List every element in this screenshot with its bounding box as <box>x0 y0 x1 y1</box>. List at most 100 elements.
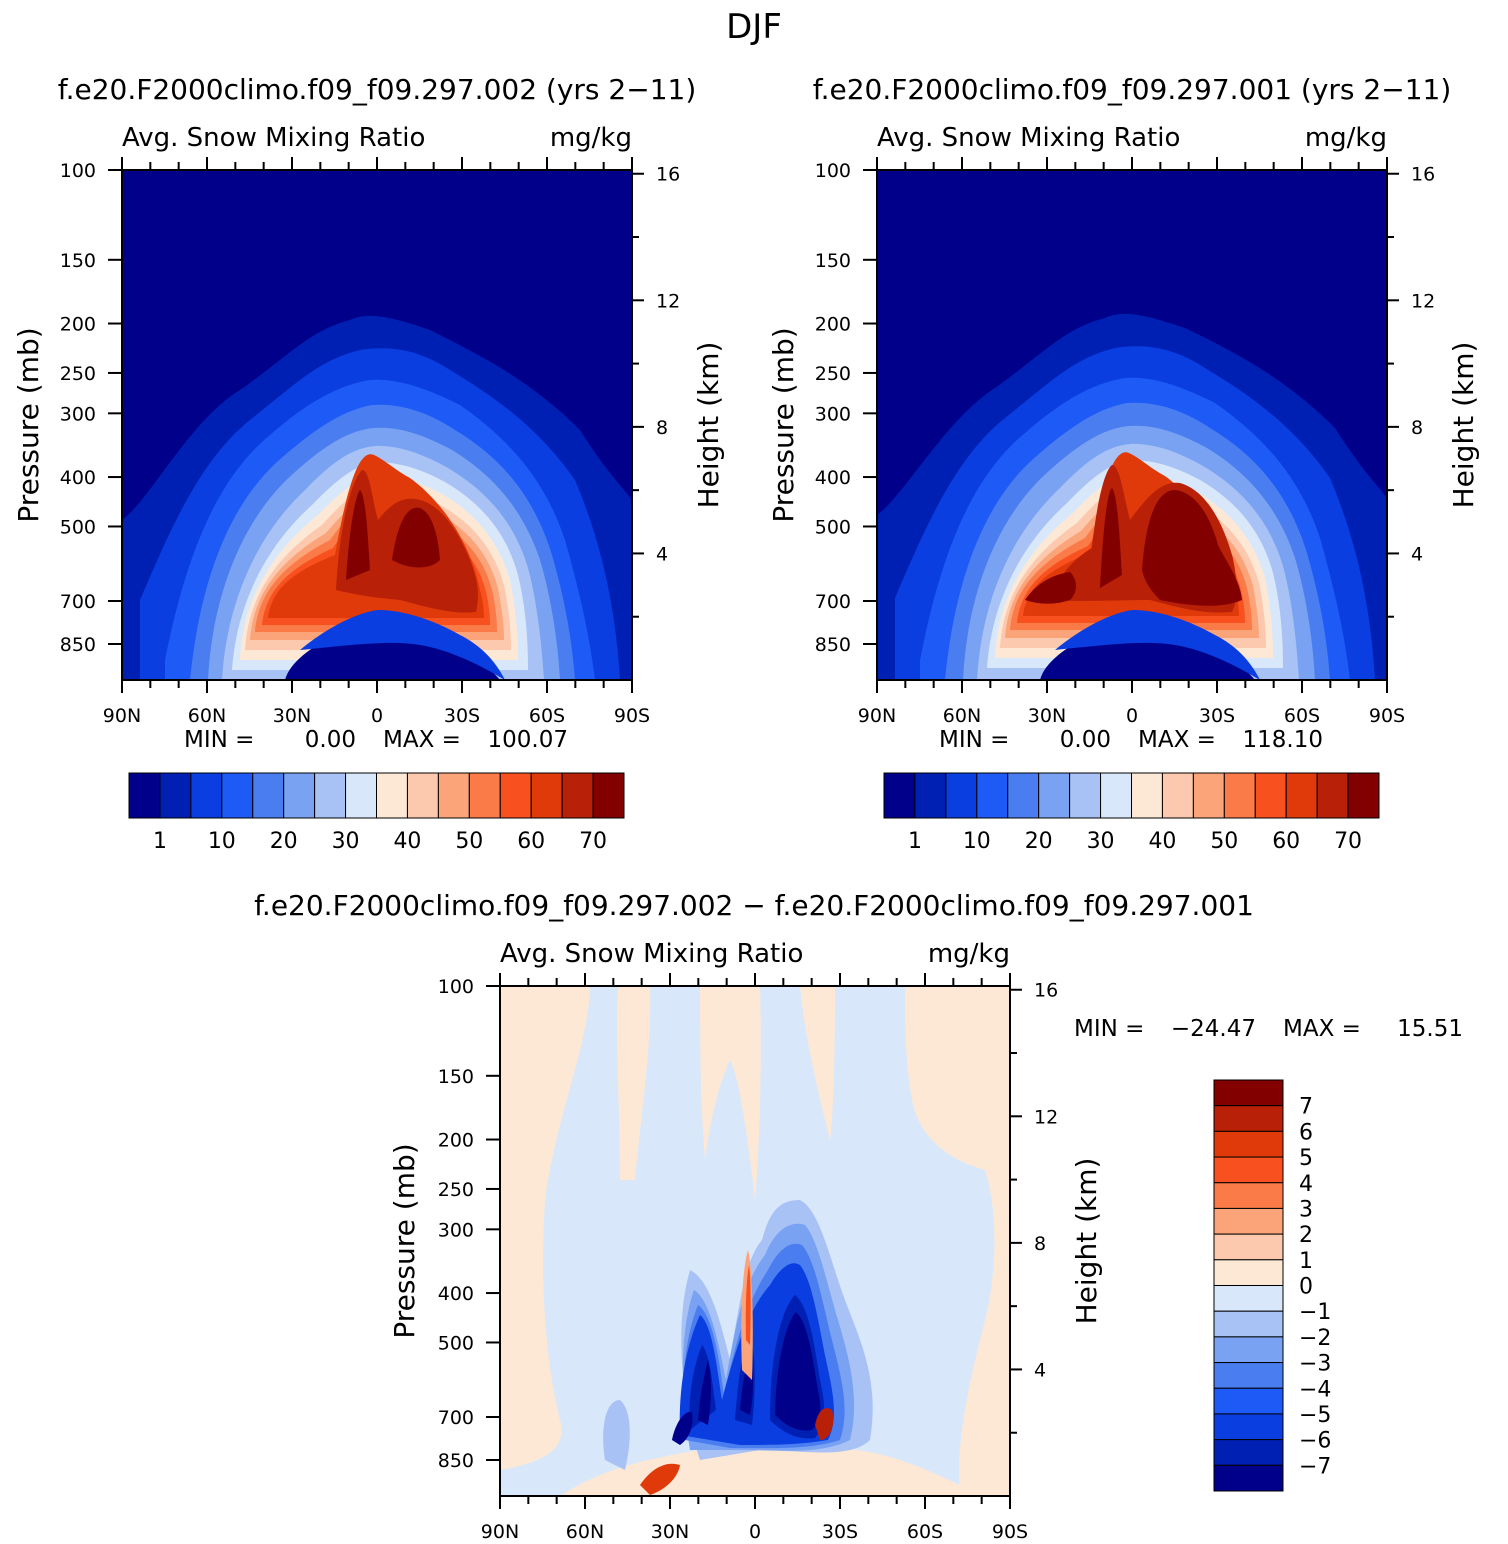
colorbar-label: 1 <box>153 829 167 854</box>
colorbar-swatch <box>1347 772 1380 819</box>
panel-b-y2label: Height (km) <box>1447 342 1480 509</box>
colorbar-label: 50 <box>1210 829 1238 854</box>
panel-c-variable: Avg. Snow Mixing Ratio <box>500 939 803 969</box>
panel-b-y-axis: 100 150 200 250 300 400 500 700 850 <box>815 160 877 656</box>
colorbar-swatch <box>561 772 594 819</box>
panel-b-colorbar: 1 10 20 30 40 50 60 70 <box>883 772 1380 854</box>
panel-top-left: f.e20.F2000climo.f09_f09.297.002 (yrs 2−… <box>12 73 725 854</box>
latitude-tick-label: 30N <box>273 705 311 727</box>
pressure-tick-label: 400 <box>60 467 96 489</box>
panel-b-variable: Avg. Snow Mixing Ratio <box>877 123 1180 153</box>
colorbar-label: −7 <box>1299 1454 1331 1479</box>
panel-a-min-value: 0.00 <box>305 727 356 753</box>
panel-b-y2-axis: 16 12 8 4 <box>1387 164 1435 618</box>
latitude-tick-label: 60N <box>566 1521 604 1543</box>
panel-c-x-axis: 90N 60N 30N 0 30S 60S 90S <box>481 973 1028 1543</box>
pressure-tick-label: 200 <box>815 314 851 336</box>
pressure-tick-label: 250 <box>60 363 96 385</box>
latitude-tick-label: 60S <box>529 705 565 727</box>
colorbar-swatch <box>1213 1079 1284 1107</box>
colorbar-swatch <box>499 772 532 819</box>
colorbar-swatch <box>314 772 347 819</box>
latitude-tick-label: 30S <box>444 705 480 727</box>
colorbar-swatch <box>1213 1336 1284 1364</box>
height-tick-label: 16 <box>1411 164 1435 186</box>
colorbar-swatch <box>1213 1413 1284 1441</box>
latitude-tick-label: 90N <box>481 1521 519 1543</box>
latitude-tick-label: 60S <box>1284 705 1320 727</box>
colorbar-swatch <box>1069 772 1102 819</box>
latitude-tick-label: 90N <box>858 705 896 727</box>
pressure-tick-label: 100 <box>438 976 474 998</box>
panel-b-band-15 <box>1025 488 1242 606</box>
colorbar-label: 50 <box>455 829 483 854</box>
colorbar-swatch <box>190 772 223 819</box>
latitude-tick-label: 0 <box>371 705 383 727</box>
latitude-tick-label: 30S <box>1199 705 1235 727</box>
colorbar-swatch <box>1213 1439 1284 1466</box>
pressure-tick-label: 700 <box>438 1407 474 1429</box>
height-tick-label: 8 <box>656 417 668 439</box>
panel-b-min-value: 0.00 <box>1060 727 1111 753</box>
colorbar-label: 10 <box>208 829 236 854</box>
panel-b-max-value: 118.10 <box>1243 727 1323 753</box>
colorbar-label: 30 <box>1087 829 1115 854</box>
pressure-tick-label: 500 <box>60 516 96 538</box>
colorbar-label: 20 <box>1025 829 1053 854</box>
latitude-tick-label: 0 <box>749 1521 761 1543</box>
panel-c-min-label: MIN = <box>1074 1016 1144 1042</box>
colorbar-swatch <box>1213 1130 1284 1158</box>
latitude-tick-label: 30S <box>822 1521 858 1543</box>
pressure-tick-label: 250 <box>815 363 851 385</box>
panel-c-positive-strip-1 <box>617 986 651 1180</box>
pressure-tick-label: 200 <box>60 314 96 336</box>
panel-a-band-15 <box>346 490 440 580</box>
panel-c-y2-axis: 16 12 8 4 <box>1010 980 1058 1434</box>
panel-a-max-label: MAX = <box>383 727 461 753</box>
pressure-tick-label: 400 <box>438 1283 474 1305</box>
panel-a-units: mg/kg <box>550 123 632 153</box>
latitude-tick-label: 60N <box>188 705 226 727</box>
colorbar-swatch <box>914 772 947 819</box>
colorbar-swatch <box>1254 772 1287 819</box>
colorbar-label: 70 <box>579 829 607 854</box>
panel-c-min-value: −24.47 <box>1171 1016 1256 1042</box>
panel-a-min-label: MIN = <box>184 727 254 753</box>
colorbar-swatch <box>1213 1105 1284 1132</box>
colorbar-swatch <box>1223 772 1256 819</box>
panel-c-case-title: f.e20.F2000climo.f09_f09.297.002 − f.e20… <box>254 889 1254 922</box>
colorbar-label: −4 <box>1299 1377 1331 1402</box>
panel-c-y2label: Height (km) <box>1070 1158 1103 1325</box>
colorbar-label: 10 <box>963 829 991 854</box>
panel-a-ylabel: Pressure (mb) <box>12 327 45 522</box>
colorbar-label: 40 <box>393 829 421 854</box>
panel-c-pos-strip-b <box>745 1265 751 1345</box>
colorbar-swatch <box>945 772 978 819</box>
panel-top-right: f.e20.F2000climo.f09_f09.297.001 (yrs 2−… <box>767 73 1480 854</box>
panel-a-case-title: f.e20.F2000climo.f09_f09.297.002 (yrs 2−… <box>58 73 697 106</box>
colorbar-label: 7 <box>1299 1095 1313 1120</box>
pressure-tick-label: 200 <box>438 1130 474 1152</box>
panel-b-lower-mid-core <box>1055 610 1260 680</box>
colorbar-label: −5 <box>1299 1403 1331 1428</box>
colorbar-swatch <box>1161 772 1194 819</box>
colorbar-swatch <box>128 772 161 819</box>
pressure-tick-label: 150 <box>438 1066 474 1088</box>
colorbar-swatch <box>1213 1387 1284 1415</box>
panel-b-case-title: f.e20.F2000climo.f09_f09.297.001 (yrs 2−… <box>813 73 1452 106</box>
colorbar-label: −3 <box>1299 1352 1331 1377</box>
height-tick-label: 12 <box>656 290 680 312</box>
colorbar-swatch <box>406 772 439 819</box>
panel-c-positive-region-left <box>500 986 590 1470</box>
colorbar-swatch <box>1100 772 1132 819</box>
colorbar-swatch <box>1213 1233 1284 1261</box>
latitude-tick-label: 90S <box>614 705 650 727</box>
colorbar-swatch <box>883 772 916 819</box>
colorbar-swatch <box>1213 1207 1284 1235</box>
colorbar-label: 4 <box>1299 1172 1313 1197</box>
colorbar-swatch <box>1192 772 1225 819</box>
pressure-tick-label: 850 <box>815 634 851 656</box>
height-tick-label: 8 <box>1034 1233 1046 1255</box>
panel-c-max-label: MAX = <box>1283 1016 1361 1042</box>
